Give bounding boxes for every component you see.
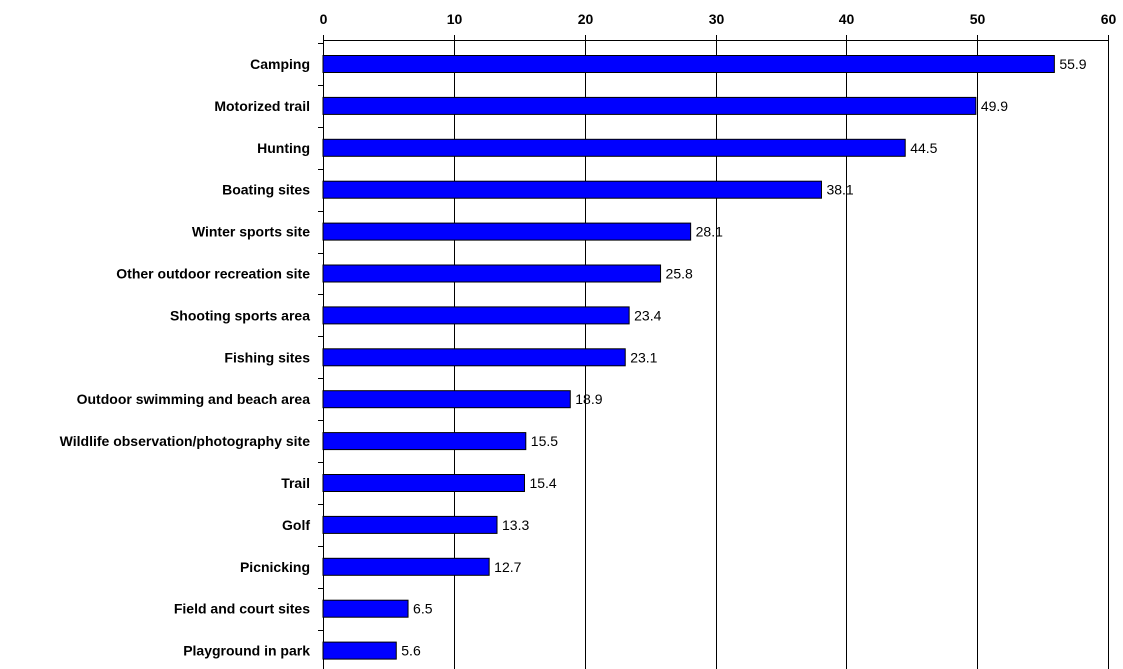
category-label: Winter sports site [192,224,310,240]
bar [322,599,409,618]
data-label: 44.5 [910,140,937,156]
labels: 0 10 20 30 40 50 60 Camping 55.9 Motorized trail 4… [60,11,1117,659]
data-label: 55.9 [1059,56,1086,72]
data-label: 18.9 [575,391,602,407]
category-label: Hunting [257,140,310,156]
bar [322,348,626,367]
data-label: 12.7 [494,559,521,575]
data-label: 23.4 [634,307,661,323]
category-label: Motorized trail [214,98,310,114]
data-label: 6.5 [413,601,433,617]
bar [322,515,498,534]
bar [322,474,525,492]
x-tick-label: 10 [447,11,463,27]
data-label: 13.3 [502,517,529,533]
bar [322,222,692,241]
bar [322,557,490,576]
bar [322,180,822,199]
category-label: Boating sites [222,182,310,198]
category-label: Shooting sports area [170,307,310,323]
data-label: 49.9 [981,98,1008,114]
x-tick-label: 30 [709,11,725,27]
bar [322,55,1055,73]
data-label: 5.6 [401,643,421,659]
x-tick-label: 20 [578,11,594,27]
bar [322,264,662,283]
category-label: Fishing sites [224,349,310,365]
category-label: Picnicking [240,559,310,575]
bar [322,96,977,115]
data-label: 38.1 [826,182,853,198]
data-label: 15.5 [531,433,558,449]
category-label: Wildlife observation/photography site [60,433,311,449]
category-label: Outdoor swimming and beach area [77,391,311,407]
bar [322,390,571,409]
data-label: 28.1 [696,224,723,240]
category-label: Field and court sites [174,601,310,617]
bar [322,432,527,451]
category-label: Other outdoor recreation site [116,266,310,282]
category-label: Trail [281,475,310,491]
data-label: 23.1 [630,349,657,365]
category-label: Golf [282,517,310,533]
bar [322,641,397,660]
data-label: 15.4 [529,475,556,491]
data-label: 25.8 [666,266,693,282]
category-label: Playground in park [183,643,310,659]
x-tick-label: 50 [970,11,986,27]
category-label: Camping [250,56,310,72]
x-tick-label: 40 [839,11,855,27]
x-tick-label: 0 [320,11,328,27]
x-tick-label: 60 [1101,11,1117,27]
bars [322,55,1055,660]
bar [322,306,630,325]
bar [322,138,906,157]
